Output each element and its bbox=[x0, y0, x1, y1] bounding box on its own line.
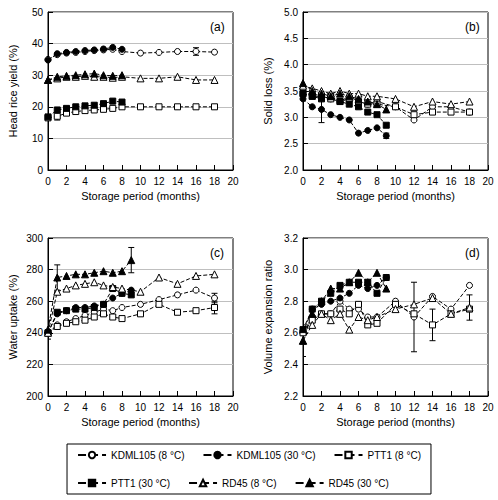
svg-text:2.6: 2.6 bbox=[284, 327, 298, 338]
svg-text:16: 16 bbox=[190, 176, 202, 187]
svg-text:12: 12 bbox=[153, 176, 165, 187]
svg-text:14: 14 bbox=[427, 176, 439, 187]
svg-text:18: 18 bbox=[209, 402, 221, 413]
svg-text:0: 0 bbox=[300, 402, 306, 413]
svg-text:12: 12 bbox=[408, 176, 420, 187]
svg-text:300: 300 bbox=[26, 233, 43, 244]
svg-text:20: 20 bbox=[482, 176, 494, 187]
svg-text:2: 2 bbox=[64, 402, 70, 413]
svg-text:6: 6 bbox=[356, 176, 362, 187]
svg-text:14: 14 bbox=[172, 402, 184, 413]
svg-text:4.5: 4.5 bbox=[284, 33, 298, 44]
svg-text:16: 16 bbox=[190, 402, 202, 413]
svg-text:10: 10 bbox=[390, 176, 402, 187]
svg-text:(a): (a) bbox=[210, 20, 225, 34]
svg-text:0: 0 bbox=[45, 176, 51, 187]
svg-text:(c): (c) bbox=[210, 246, 224, 260]
svg-text:(d): (d) bbox=[465, 246, 480, 260]
svg-text:PTT1 (30 °C): PTT1 (30 °C) bbox=[111, 478, 170, 489]
svg-text:18: 18 bbox=[464, 402, 476, 413]
svg-text:50: 50 bbox=[32, 7, 44, 18]
svg-text:3.2: 3.2 bbox=[284, 233, 298, 244]
svg-text:260: 260 bbox=[26, 296, 43, 307]
svg-text:(b): (b) bbox=[465, 20, 480, 34]
svg-text:14: 14 bbox=[172, 176, 184, 187]
svg-text:10: 10 bbox=[32, 133, 44, 144]
svg-text:18: 18 bbox=[209, 176, 221, 187]
svg-text:PTT1 (8 °C): PTT1 (8 °C) bbox=[368, 450, 421, 461]
svg-text:4: 4 bbox=[82, 402, 88, 413]
svg-text:6: 6 bbox=[356, 402, 362, 413]
svg-text:Storage period (months): Storage period (months) bbox=[81, 190, 200, 202]
svg-text:8: 8 bbox=[119, 176, 125, 187]
svg-text:3.0: 3.0 bbox=[284, 112, 298, 123]
svg-text:20: 20 bbox=[227, 176, 239, 187]
svg-text:8: 8 bbox=[374, 176, 380, 187]
svg-text:6: 6 bbox=[101, 176, 107, 187]
svg-text:200: 200 bbox=[26, 391, 43, 402]
svg-text:280: 280 bbox=[26, 264, 43, 275]
svg-text:KDML105 (8 °C): KDML105 (8 °C) bbox=[111, 450, 184, 461]
svg-text:Head rice yield (%): Head rice yield (%) bbox=[7, 45, 19, 138]
svg-text:2: 2 bbox=[319, 176, 325, 187]
svg-text:16: 16 bbox=[445, 402, 457, 413]
svg-text:6: 6 bbox=[101, 402, 107, 413]
svg-text:0: 0 bbox=[45, 402, 51, 413]
svg-text:220: 220 bbox=[26, 359, 43, 370]
svg-text:4: 4 bbox=[337, 176, 343, 187]
svg-text:4: 4 bbox=[82, 176, 88, 187]
svg-text:RD45 (8 °C): RD45 (8 °C) bbox=[222, 478, 277, 489]
svg-text:Storage period (months): Storage period (months) bbox=[336, 190, 455, 202]
svg-text:2.0: 2.0 bbox=[284, 165, 298, 176]
svg-text:4.0: 4.0 bbox=[284, 59, 298, 70]
svg-text:Storage period (months): Storage period (months) bbox=[336, 416, 455, 428]
svg-text:40: 40 bbox=[32, 38, 44, 49]
svg-text:RD45 (30 °C): RD45 (30 °C) bbox=[329, 478, 389, 489]
svg-text:2.8: 2.8 bbox=[284, 296, 298, 307]
svg-text:8: 8 bbox=[119, 402, 125, 413]
svg-text:10: 10 bbox=[135, 176, 147, 187]
svg-text:20: 20 bbox=[227, 402, 239, 413]
svg-text:Solid loss (%): Solid loss (%) bbox=[262, 57, 274, 124]
svg-text:0: 0 bbox=[37, 165, 43, 176]
svg-text:18: 18 bbox=[464, 176, 476, 187]
svg-text:14: 14 bbox=[427, 402, 439, 413]
svg-text:3.0: 3.0 bbox=[284, 264, 298, 275]
svg-text:4: 4 bbox=[337, 402, 343, 413]
svg-text:12: 12 bbox=[408, 402, 420, 413]
svg-text:5.0: 5.0 bbox=[284, 7, 298, 18]
svg-text:2: 2 bbox=[64, 176, 70, 187]
svg-text:2.4: 2.4 bbox=[284, 359, 298, 370]
svg-text:20: 20 bbox=[482, 402, 494, 413]
svg-text:3.5: 3.5 bbox=[284, 86, 298, 97]
svg-text:Volume expansion ratio: Volume expansion ratio bbox=[262, 260, 274, 374]
svg-text:Storage period (months): Storage period (months) bbox=[81, 416, 200, 428]
svg-text:12: 12 bbox=[153, 402, 165, 413]
svg-text:30: 30 bbox=[32, 70, 44, 81]
svg-text:10: 10 bbox=[135, 402, 147, 413]
svg-text:KDML105 (30 °C): KDML105 (30 °C) bbox=[236, 450, 315, 461]
svg-text:16: 16 bbox=[445, 176, 457, 187]
svg-text:8: 8 bbox=[374, 402, 380, 413]
svg-text:10: 10 bbox=[390, 402, 402, 413]
svg-text:240: 240 bbox=[26, 327, 43, 338]
svg-text:2: 2 bbox=[319, 402, 325, 413]
svg-text:0: 0 bbox=[300, 176, 306, 187]
svg-text:Water uptake (%): Water uptake (%) bbox=[7, 274, 19, 359]
svg-text:2.2: 2.2 bbox=[284, 391, 298, 402]
svg-text:20: 20 bbox=[32, 101, 44, 112]
svg-text:2.5: 2.5 bbox=[284, 138, 298, 149]
